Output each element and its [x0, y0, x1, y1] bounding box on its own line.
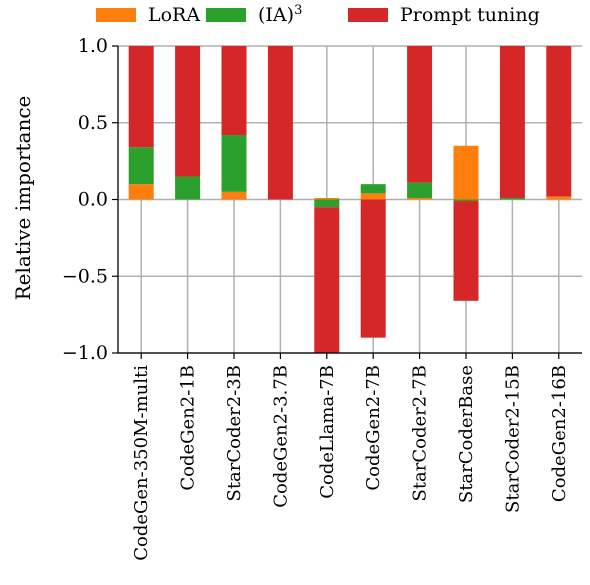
y-ticks: −1.0 −0.5 0.0 0.5 1.0	[62, 35, 118, 364]
x-tick-label: StarCoder2-7B	[410, 365, 431, 502]
bar-segment	[360, 193, 386, 200]
y-tick-label: −0.5	[62, 265, 108, 287]
x-tick-label: StarCoderBase	[456, 365, 477, 503]
x-ticks: CodeGen-350M-multi CodeGen2-1B StarCoder2-…	[131, 353, 570, 561]
bars	[128, 46, 572, 353]
legend-label-superscript: 3	[294, 3, 302, 18]
x-tick-label: CodeGen2-3.7B	[270, 365, 291, 508]
bar-segment	[407, 182, 433, 198]
bar-segment	[128, 46, 154, 148]
x-tick-label: CodeGen2-16B	[549, 365, 570, 502]
bar-segment	[546, 46, 572, 197]
bar-segment	[314, 207, 340, 353]
x-tick-label: CodeGen2-7B	[363, 365, 384, 491]
legend-label: LoRA	[148, 4, 200, 26]
bar-segment	[453, 201, 479, 301]
bar-segment	[314, 197, 340, 200]
bar-segment	[175, 176, 201, 200]
legend-label: Prompt tuning	[400, 4, 540, 26]
bar-segment	[360, 184, 386, 194]
legend-swatch	[348, 8, 388, 22]
legend: LoRA (IA)3 Prompt tuning	[96, 3, 540, 26]
y-tick-label: 0.0	[78, 189, 108, 211]
y-tick-label: −1.0	[62, 342, 108, 364]
bar-segment	[453, 145, 479, 200]
x-tick-label: CodeLlama-7B	[317, 365, 338, 499]
bar-segment	[407, 46, 433, 183]
bar-segment	[360, 199, 386, 338]
bar-segment	[499, 197, 525, 200]
x-tick-label: StarCoder2-15B	[502, 365, 523, 513]
y-axis-label: Relative importance	[11, 96, 35, 301]
x-tick-label: StarCoder2-3B	[224, 365, 245, 502]
bar-segment	[128, 147, 154, 185]
bar-segment	[221, 135, 247, 192]
legend-swatch	[206, 8, 246, 22]
y-tick-label: 1.0	[78, 35, 108, 57]
bar-segment	[267, 46, 293, 200]
bar-segment	[314, 199, 340, 208]
bar-segment	[175, 46, 201, 177]
bar-segment	[407, 197, 433, 200]
bar-segment	[499, 46, 525, 198]
legend-label: (IA)3	[258, 3, 302, 26]
x-tick-label: CodeGen2-1B	[178, 365, 199, 491]
bar-segment	[221, 191, 247, 200]
bar-segment	[128, 184, 154, 200]
bar-segment	[453, 199, 479, 202]
x-tick-label: CodeGen-350M-multi	[131, 365, 152, 561]
legend-swatch	[96, 8, 136, 22]
bar-segment	[546, 196, 572, 200]
bar-segment	[221, 46, 247, 136]
y-tick-label: 0.5	[78, 112, 108, 134]
